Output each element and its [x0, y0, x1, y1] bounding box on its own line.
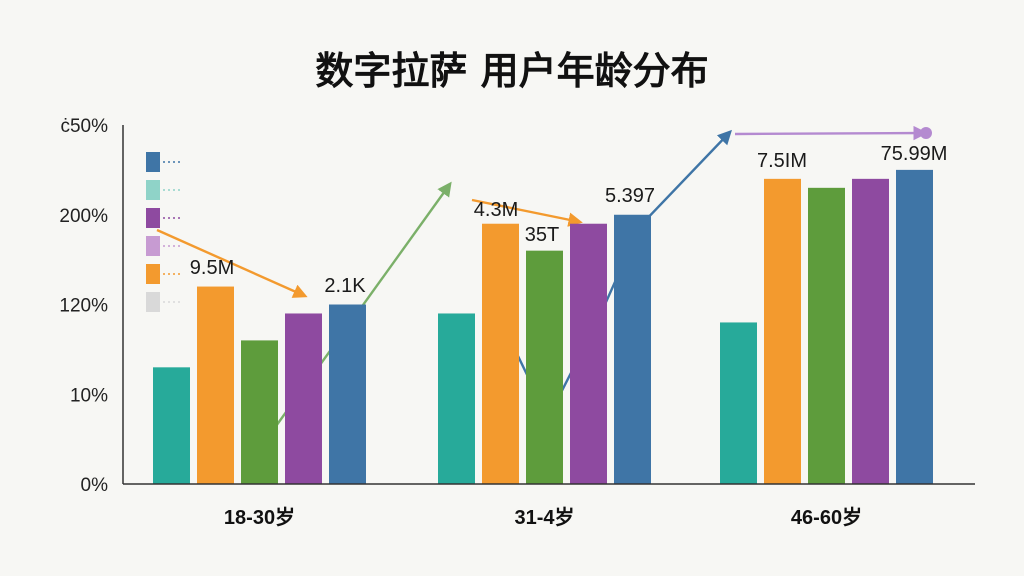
data-label: 4.3M	[474, 199, 518, 221]
bar	[197, 286, 234, 484]
data-label: 7.5IM	[757, 150, 807, 172]
data-label: 75.99M	[881, 143, 948, 165]
legend-swatch	[146, 236, 160, 256]
bar	[896, 169, 933, 484]
trend-point	[920, 127, 932, 139]
y-tick-label: 0%	[81, 475, 109, 496]
y-tick-label: 120%	[59, 296, 108, 317]
bar	[808, 187, 845, 484]
bars	[153, 169, 933, 484]
trend-arrow-orange	[156, 228, 308, 298]
data-label: 35T	[525, 224, 559, 246]
bar	[764, 178, 801, 484]
bar	[438, 313, 475, 484]
category-label: 46-60岁	[791, 505, 862, 529]
legend-swatch	[146, 264, 160, 284]
trend-arrow-orange-2	[471, 198, 583, 227]
category-label: 31-4岁	[514, 505, 574, 529]
x-tick-labels: 18-30岁 31-4岁 46-60岁	[224, 505, 862, 529]
bar	[526, 250, 563, 484]
bar	[329, 304, 366, 484]
y-tick-label: 10%	[70, 385, 108, 406]
axes	[122, 125, 975, 485]
legend-swatch	[146, 292, 160, 312]
trend-arrow-purple	[734, 125, 928, 141]
bar	[482, 223, 519, 484]
legend-swatch	[146, 180, 160, 200]
trend-arrow-blue	[484, 129, 732, 421]
bar	[153, 367, 190, 484]
chart-title: 数字拉萨 用户年龄分布	[315, 49, 708, 93]
legend-swatch	[146, 152, 160, 172]
category-label: 18-30岁	[224, 505, 295, 529]
data-labels: 9.5M 2.1K 4.3M 35T 5.397 7.5IM 75.99M	[190, 143, 948, 297]
bar	[570, 223, 607, 484]
y-tick-labels: 0% 10% 120% 200% ċ50%	[59, 116, 108, 496]
data-label: 2.1K	[324, 275, 366, 297]
legend	[146, 152, 182, 312]
y-tick-label: ċ50%	[60, 116, 108, 137]
data-label: 9.5M	[190, 257, 234, 279]
y-tick-label: 200%	[59, 206, 108, 227]
data-label: 5.397	[605, 185, 655, 207]
legend-swatch	[146, 208, 160, 228]
bar	[614, 214, 651, 484]
bar	[852, 178, 889, 484]
bar	[241, 340, 278, 484]
bar	[285, 313, 322, 484]
bar	[720, 322, 757, 484]
